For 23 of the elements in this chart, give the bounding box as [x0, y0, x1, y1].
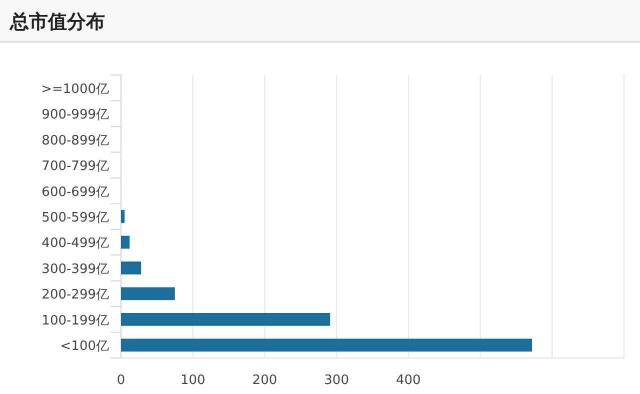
bar [121, 236, 130, 249]
x-tick-label: 0 [116, 373, 126, 388]
bar [121, 262, 142, 274]
y-tick-label: 100-199亿 [42, 313, 109, 328]
bar [121, 338, 532, 352]
y-tick-label: 600-699亿 [42, 184, 109, 200]
y-tick-label: 500-599亿 [42, 210, 109, 226]
chart-title: 总市值分布 [9, 11, 105, 33]
x-tick-label: 300 [324, 373, 349, 388]
bar [121, 312, 330, 326]
bar [121, 287, 175, 300]
y-tick-label: 400-499亿 [42, 236, 109, 252]
x-tick-label: 200 [252, 373, 278, 388]
x-tick-label: 400 [396, 373, 421, 388]
bar [121, 210, 125, 223]
y-tick-label: 200-299亿 [42, 288, 109, 303]
y-tick-label: 900-999亿 [42, 108, 109, 123]
y-tick-label: >=1000亿 [41, 82, 109, 97]
y-tick-label: <100亿 [60, 339, 109, 354]
x-tick-label: 100 [180, 373, 206, 388]
y-tick-label: 800-899亿 [42, 133, 109, 148]
y-tick-label: 700-799亿 [42, 159, 109, 174]
y-tick-label: 300-399亿 [42, 262, 109, 277]
